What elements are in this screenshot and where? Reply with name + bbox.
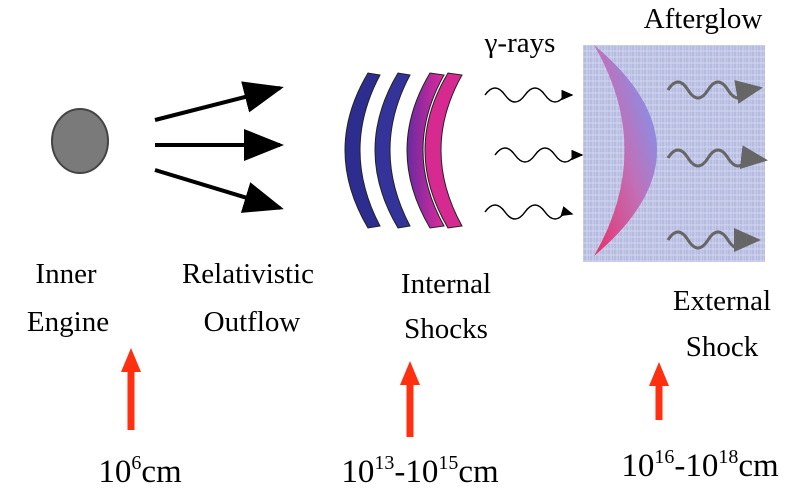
outflow-label: Outflow [204, 306, 301, 338]
afterglow-squiggles [666, 80, 768, 252]
gamma-rays-label: γ-rays [484, 27, 556, 59]
internal-shocks-label: Shocks [404, 313, 488, 345]
gamma-ray-squiggles [484, 87, 584, 220]
scale-exponent: 13 [374, 452, 394, 474]
scale-exponent: 15 [438, 452, 458, 474]
afterglow-label: Afterglow [644, 3, 763, 35]
scale-part: 10 [341, 454, 374, 490]
external-shock-label: Shock [686, 331, 759, 363]
scale-part: -10 [674, 448, 718, 484]
scale-arrows [121, 348, 669, 437]
outflow-arrows [154, 81, 284, 213]
scale-exponent: 18 [718, 446, 738, 468]
internal-shocks-label: Internal [401, 268, 491, 300]
outflow-label: Relativistic [182, 258, 314, 290]
external-shock-label: External [673, 285, 771, 317]
external-scale: 1016-1018cm [621, 446, 779, 484]
inner-engine-label: Inner [35, 258, 97, 290]
internal-shock-shells [344, 72, 463, 229]
afterglow-box [583, 45, 765, 262]
inner-scale: 106cm [98, 452, 182, 490]
scale-part: cm [738, 448, 779, 484]
scale-part: -10 [394, 454, 438, 490]
internal-scale: 1013-1015cm [341, 452, 499, 490]
scale-exponent: 6 [131, 452, 141, 474]
scale-exponent: 16 [654, 446, 674, 468]
scale-part: cm [458, 454, 499, 490]
inner-engine-shape [51, 108, 109, 174]
inner-engine-label: Engine [27, 306, 109, 338]
scale-part: 10 [621, 448, 654, 484]
scale-part: cm [141, 454, 182, 490]
scale-part: 10 [98, 454, 131, 490]
